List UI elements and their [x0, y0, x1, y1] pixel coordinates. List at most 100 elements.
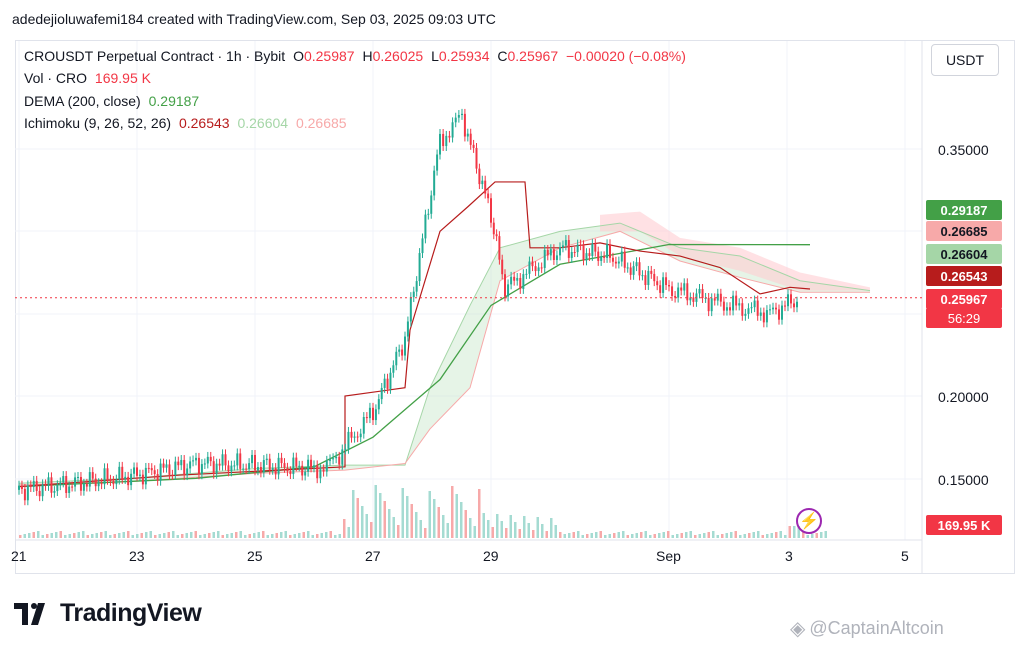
candle-body [424, 214, 427, 239]
volume-bar [604, 535, 607, 538]
candle-body [44, 484, 47, 486]
candle-body [713, 298, 716, 301]
tradingview-logo-text: TradingView [60, 599, 202, 627]
candle-body [525, 273, 528, 275]
volume-bar [122, 532, 125, 538]
candle-body [759, 312, 762, 316]
volume-bar [469, 518, 472, 538]
candle-body [722, 301, 725, 311]
candle-body [674, 295, 677, 298]
volume-bar [190, 532, 193, 538]
candle-body [197, 457, 200, 475]
volume-bar [383, 501, 386, 538]
kijun-base-line [18, 181, 811, 488]
candle-body [495, 234, 498, 237]
candle-body [280, 457, 283, 464]
candle-body [549, 249, 552, 256]
volume-bar [316, 534, 319, 538]
volume-bar [361, 506, 364, 538]
candle-body [415, 281, 418, 292]
candle-body [292, 457, 295, 475]
volume-bar [460, 502, 463, 538]
volume-bar [784, 535, 787, 538]
price-tag-label: 169.95 K [937, 517, 991, 533]
candle-body [528, 261, 531, 274]
volume-bar [320, 533, 323, 538]
candle-body [591, 243, 594, 256]
volume-bar [590, 533, 593, 538]
candle-body [256, 467, 259, 471]
candle-body [421, 238, 424, 254]
candle-body [71, 486, 74, 488]
ichimoku-cloud-red [600, 211, 870, 291]
volume-bar [325, 532, 328, 538]
volume-bar [311, 535, 314, 538]
candle-body [576, 244, 579, 253]
candle-body [18, 485, 20, 490]
candle-body [88, 472, 91, 487]
candle-body [353, 436, 356, 438]
candle-body [412, 291, 415, 298]
volume-bar [127, 531, 130, 538]
candle-body [118, 466, 121, 480]
candle-body [686, 283, 689, 301]
y-tick-label: 0.35000 [938, 142, 989, 158]
candle-body [716, 293, 719, 301]
volume-bar [293, 534, 296, 538]
currency-button[interactable]: USDT [931, 44, 999, 76]
candle-body [20, 485, 23, 489]
candle-body [632, 266, 635, 275]
lightning-icon[interactable]: ⚡ [796, 508, 822, 534]
volume-bar [41, 535, 44, 538]
x-tick-label: 23 [129, 548, 145, 564]
volume-bar [640, 532, 643, 538]
candle-body [513, 276, 516, 281]
price-tag-label: 0.29187 [940, 202, 988, 218]
volume-bar [95, 533, 98, 538]
price-tag-label: 56:29 [947, 310, 981, 326]
volume-bar [424, 528, 427, 538]
volume-bar [464, 510, 467, 538]
candle-body [283, 463, 286, 468]
candle-body [389, 372, 392, 389]
candle-body [501, 259, 504, 275]
volume-bar [415, 512, 418, 538]
candle-body [316, 465, 319, 479]
volume-bar [451, 486, 454, 538]
candle-body [641, 275, 644, 277]
candle-body [233, 465, 236, 467]
candle-body [386, 378, 389, 389]
chart-header-attribution: adedejioluwafemi184 created with Trading… [12, 11, 496, 27]
volume-bar [802, 531, 805, 538]
candle-body [793, 303, 795, 308]
volume-bar [703, 533, 706, 538]
volume-bar [410, 504, 413, 538]
candle-body [644, 275, 647, 286]
volume-bar [815, 533, 818, 538]
volume-bar [514, 522, 517, 538]
candle-body [481, 180, 484, 185]
candle-body [573, 252, 576, 254]
volume-bar [298, 533, 301, 538]
candle-body [271, 468, 274, 470]
volume-bar [32, 532, 35, 538]
volume-bar [419, 520, 422, 538]
candle-body [106, 468, 109, 480]
candle-body [127, 476, 130, 486]
volume-bar [46, 534, 49, 538]
candle-body [484, 180, 487, 194]
candle-body [778, 309, 780, 320]
candle-body [707, 297, 710, 312]
legend-close-label: C [497, 48, 508, 64]
volume-bar [244, 535, 247, 538]
candle-body [112, 481, 115, 485]
candle-body [461, 113, 463, 115]
legend-volume-label: Vol · CRO [24, 70, 88, 86]
volume-bar [658, 533, 661, 538]
volume-bar [680, 533, 683, 538]
volume-bar [230, 533, 233, 538]
candle-body [668, 285, 670, 287]
candle-body [597, 251, 600, 261]
legend-low-value: 0.25934 [438, 48, 490, 64]
